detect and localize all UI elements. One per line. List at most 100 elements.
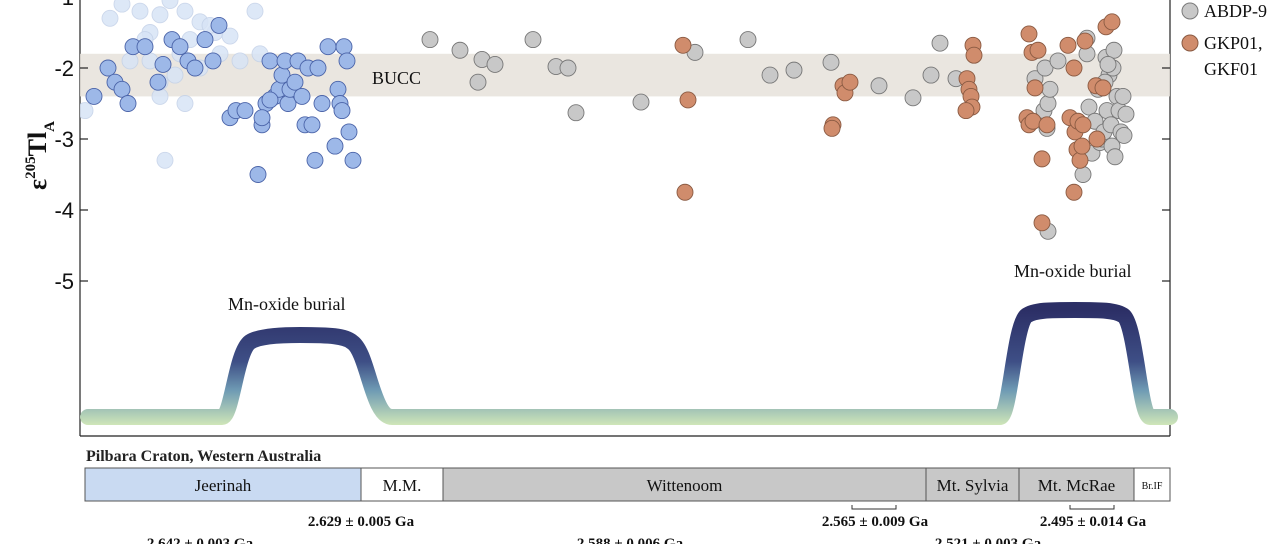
data-point — [1117, 105, 1135, 123]
data-point — [1088, 130, 1106, 148]
age-label: 2.565 ± 0.009 Ga — [822, 514, 929, 530]
data-point — [329, 80, 347, 98]
data-point — [326, 137, 344, 155]
data-point — [313, 95, 331, 112]
data-point — [1041, 80, 1059, 98]
strat-unit-box — [1018, 467, 1135, 502]
data-point — [151, 6, 169, 24]
data-point — [524, 31, 542, 49]
age-label: 2.629 ± 0.005 Ga — [308, 514, 415, 530]
data-point — [136, 38, 154, 56]
data-point — [306, 151, 324, 169]
age-label: 2.642 ± 0.003 Ga — [147, 536, 254, 544]
strat-unit-label: Br.IF — [1142, 481, 1163, 492]
data-point — [1080, 98, 1098, 116]
y-tick-label: -2 — [54, 56, 74, 81]
region-label: Pilbara Craton, Western Australia — [86, 448, 321, 465]
data-point — [1073, 137, 1091, 155]
data-point — [841, 73, 859, 91]
data-point — [486, 55, 504, 73]
data-point — [154, 55, 172, 73]
data-points — [80, 0, 1135, 240]
age-label: 2.495 ± 0.014 Ga — [1040, 514, 1147, 530]
data-point — [246, 2, 264, 20]
data-point — [293, 87, 311, 105]
legend-label-gkp01: GKP01, — [1204, 33, 1263, 53]
data-point — [236, 102, 254, 120]
data-point — [333, 102, 351, 120]
mn-oxide-burial-curve — [80, 302, 1178, 425]
data-point — [1071, 151, 1089, 169]
data-point — [319, 38, 337, 56]
data-point — [286, 73, 304, 91]
legend-marker-abdp9 — [1181, 2, 1199, 20]
strat-unit-box — [442, 467, 927, 502]
data-point — [676, 183, 694, 201]
data-point — [421, 31, 439, 49]
data-point — [823, 119, 841, 137]
data-point — [249, 166, 267, 183]
data-point — [196, 31, 214, 49]
data-point — [344, 151, 362, 169]
data-point — [156, 151, 174, 169]
data-point — [567, 104, 585, 122]
strat-unit-label: Mt. McRae — [1038, 476, 1115, 495]
data-point — [176, 2, 194, 20]
legend-marker-gkp01 — [1181, 34, 1199, 52]
data-point — [1065, 59, 1083, 77]
strat-unit-label: Mt. Sylvia — [937, 476, 1009, 495]
data-point — [870, 77, 888, 95]
data-point — [1076, 32, 1094, 50]
data-point — [1114, 87, 1132, 105]
data-point — [1065, 183, 1083, 201]
y-tick-label: -5 — [54, 269, 74, 294]
data-point — [904, 89, 922, 107]
data-point — [451, 41, 469, 59]
data-point — [931, 34, 949, 52]
data-point — [303, 116, 321, 134]
y-axis: -1 -2 -3 -4 -5 — [54, 0, 1170, 294]
data-point — [1020, 25, 1038, 43]
data-point — [1103, 13, 1121, 31]
data-point — [99, 59, 117, 77]
data-point — [161, 0, 179, 9]
data-point — [559, 59, 577, 77]
data-point — [1074, 166, 1092, 183]
data-point — [1106, 148, 1124, 166]
y-tick-label: -1 — [54, 0, 74, 10]
data-point — [1033, 214, 1051, 232]
data-point — [1049, 52, 1067, 70]
legend-label-gkf01: GKF01 — [1204, 59, 1258, 79]
data-point — [85, 87, 103, 105]
data-point — [1024, 112, 1042, 130]
data-point — [1099, 55, 1117, 73]
data-point — [1029, 41, 1047, 59]
data-point — [785, 61, 803, 79]
y-axis-symbol: ε — [23, 179, 52, 190]
data-point — [739, 31, 757, 49]
y-axis-subscript: A — [42, 121, 58, 132]
data-point — [113, 80, 131, 98]
data-point — [1039, 95, 1057, 112]
data-point — [261, 91, 279, 109]
data-point — [632, 93, 650, 111]
strat-unit-label: Jeerinah — [195, 476, 252, 495]
age-label: 2.588 ± 0.006 Ga — [577, 536, 684, 544]
legend: ABDP-9 GKP01, GKF01 — [1181, 1, 1267, 79]
bucc-label: BUCC — [372, 68, 421, 88]
y-tick-label: -3 — [54, 127, 74, 152]
strat-unit-label: M.M. — [383, 476, 422, 495]
y-tick-label: -4 — [54, 198, 74, 223]
data-point — [957, 102, 975, 120]
data-point — [119, 95, 137, 112]
data-point — [204, 52, 222, 70]
data-point — [1059, 36, 1077, 54]
data-point — [261, 52, 279, 70]
data-point — [221, 27, 239, 45]
data-point — [338, 52, 356, 70]
data-point — [151, 87, 169, 105]
data-point — [922, 66, 940, 84]
data-point — [309, 59, 327, 77]
data-point — [1026, 79, 1044, 97]
y-axis-element: Tl — [23, 132, 52, 157]
